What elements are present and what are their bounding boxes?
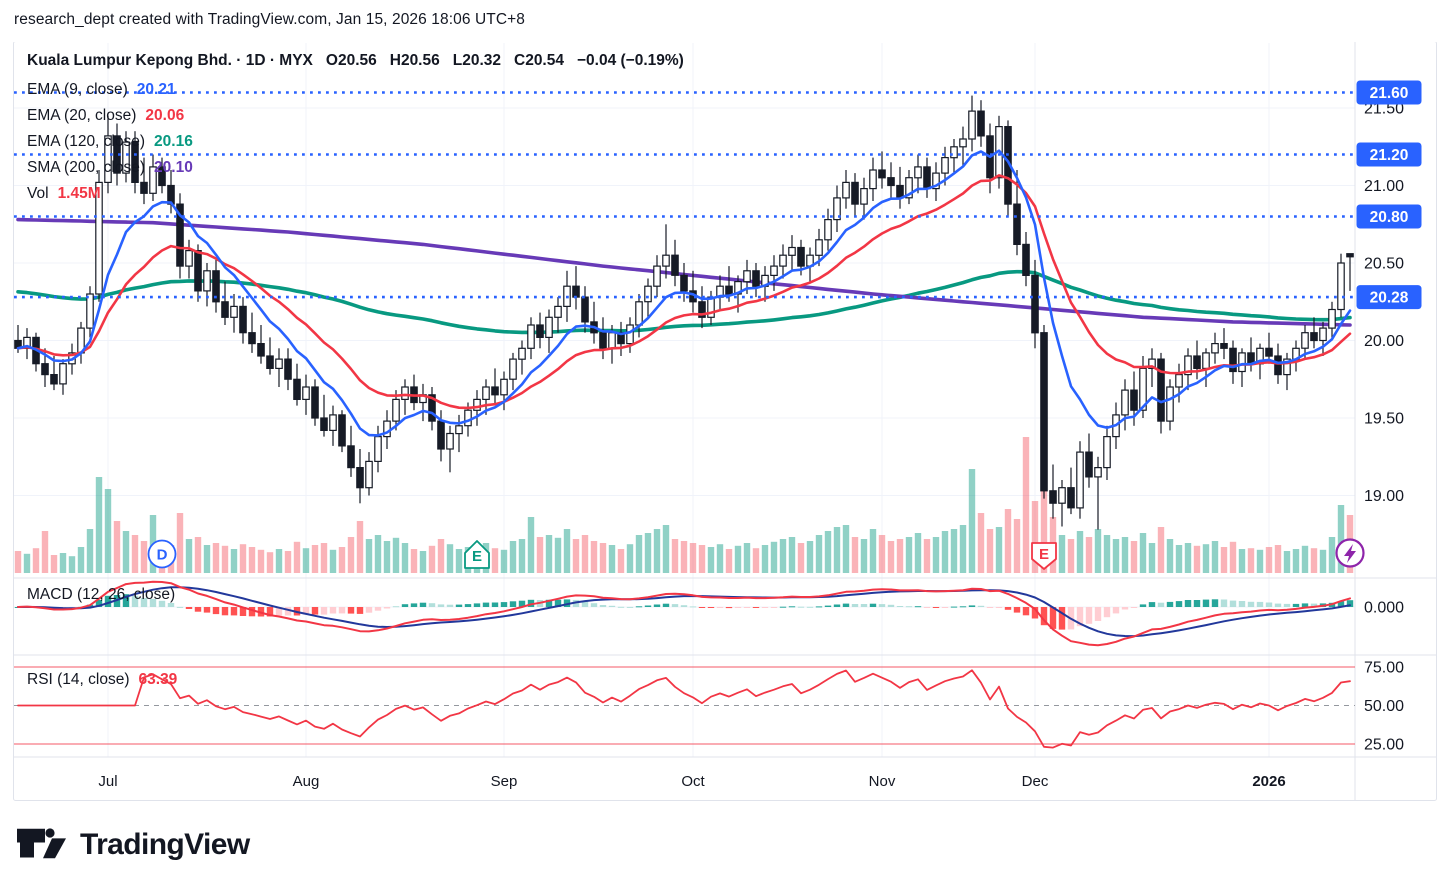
svg-text:21.50: 21.50 — [1364, 101, 1404, 118]
macd-signal-line — [17, 586, 1351, 638]
legend-ema20[interactable]: EMA (20, close) 20.06 — [27, 107, 185, 124]
svg-text:Dec: Dec — [1022, 773, 1049, 790]
svg-text:Sep: Sep — [491, 773, 518, 790]
price-level-badges[interactable]: 21.60 21.20 20.80 20.28 — [1356, 80, 1422, 310]
legend-rsi[interactable]: RSI (14, close) 63.39 — [27, 671, 178, 688]
svg-text:2026: 2026 — [1252, 773, 1285, 790]
svg-text:E: E — [1039, 546, 1049, 563]
legend-volume[interactable]: Vol 1.45M — [27, 185, 101, 202]
svg-text:Nov: Nov — [869, 773, 896, 790]
ema20-line — [16, 174, 1352, 410]
legend-ema9[interactable]: EMA (9, close) 20.21 — [27, 81, 176, 98]
ohlc-low: L20.32 — [452, 52, 501, 69]
symbol-title-row[interactable]: Kuala Lumpur Kepong Bhd. · 1D · MYX O20.… — [27, 52, 684, 70]
legend-sma200-value: 20.10 — [154, 159, 193, 176]
macd-axis-tick: 0.000 — [1364, 600, 1404, 617]
tradingview-icon — [17, 828, 66, 859]
attribution-text: research_dept created with TradingView.c… — [14, 11, 525, 28]
legend-ema120-value: 20.16 — [154, 133, 193, 150]
time-axis[interactable]: Jul Aug Sep Oct Nov Dec 2026 — [98, 773, 1285, 790]
svg-text:Aug: Aug — [293, 773, 320, 790]
svg-text:Oct: Oct — [681, 773, 705, 790]
svg-text:20.80: 20.80 — [1370, 209, 1409, 226]
dividend-marker-icon — [147, 539, 177, 569]
chart-widget: 21.50 21.00 20.50 20.00 19.50 19.00 0.000 75.00… — [13, 42, 1437, 802]
ema9-line — [16, 149, 1352, 437]
legend-volume-value: 1.45M — [57, 185, 101, 202]
ohlc-high: H20.56 — [389, 52, 440, 69]
svg-text:Jul: Jul — [98, 773, 117, 790]
tradingview-logo-link[interactable]: TradingView — [17, 828, 250, 862]
earnings-marker-icon — [1031, 542, 1057, 570]
symbol-title: Kuala Lumpur Kepong Bhd. · 1D · MYX — [27, 52, 313, 69]
legend-rsi-value: 63.39 — [138, 671, 178, 688]
ohlc-open: O20.56 — [325, 52, 377, 69]
macd-line — [17, 580, 1351, 647]
svg-text:D: D — [157, 547, 168, 564]
price-axis[interactable]: 21.50 21.00 20.50 20.00 19.50 19.00 0.000 75.00… — [1364, 101, 1404, 754]
legend-ema120[interactable]: EMA (120, close) 20.16 — [27, 133, 193, 150]
rsi-line — [17, 669, 1351, 749]
legend-sma200[interactable]: SMA (200, close) 20.10 — [27, 159, 193, 176]
svg-text:75.00: 75.00 — [1364, 660, 1404, 677]
svg-text:50.00: 50.00 — [1364, 698, 1404, 715]
tradingview-wordmark: TradingView — [80, 828, 250, 861]
earnings-marker-icon — [464, 540, 490, 569]
chart-canvas[interactable]: 21.50 21.00 20.50 20.00 19.50 19.00 0.000 75.00… — [13, 42, 1437, 802]
svg-text:21.00: 21.00 — [1364, 178, 1404, 195]
svg-text:20.00: 20.00 — [1364, 333, 1404, 350]
svg-text:21.20: 21.20 — [1370, 147, 1409, 164]
svg-text:21.60: 21.60 — [1370, 85, 1409, 102]
legend-ema9-value: 20.21 — [136, 81, 176, 98]
svg-text:25.00: 25.00 — [1364, 737, 1404, 754]
price-change: −0.04 (−0.19%) — [576, 52, 684, 69]
svg-text:19.50: 19.50 — [1364, 411, 1404, 428]
svg-text:20.28: 20.28 — [1370, 290, 1409, 307]
svg-text:E: E — [472, 548, 482, 565]
svg-text:19.00: 19.00 — [1364, 488, 1404, 505]
legend-macd[interactable]: MACD (12, 26, close) — [27, 586, 176, 603]
svg-text:20.50: 20.50 — [1364, 256, 1404, 273]
ohlc-close: C20.54 — [514, 52, 564, 69]
legend-ema20-value: 20.06 — [145, 107, 185, 124]
